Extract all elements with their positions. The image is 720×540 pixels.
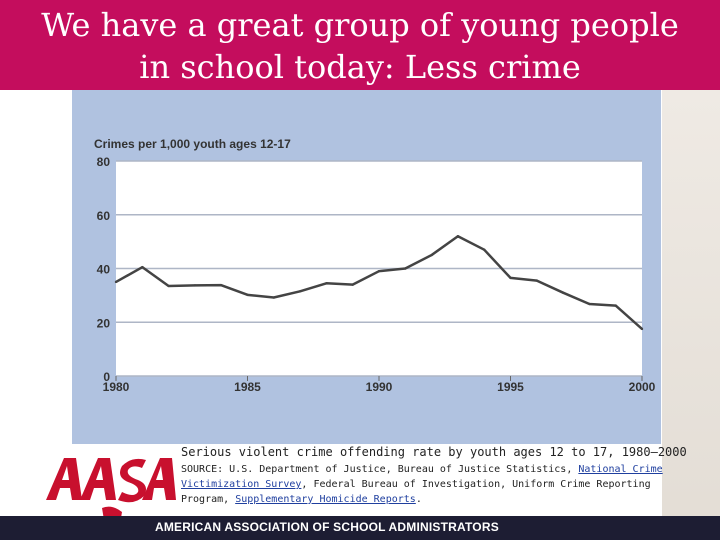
- data-point: [325, 282, 328, 285]
- data-point: [298, 290, 302, 293]
- data-point: [377, 269, 381, 273]
- y-tick-label: 40: [97, 263, 111, 277]
- data-point: [561, 291, 565, 294]
- source-note: SOURCE: U.S. Department of Justice, Bure…: [181, 462, 701, 507]
- data-point: [509, 276, 512, 280]
- y-tick-label: 0: [103, 370, 110, 384]
- chart-caption: Serious violent crime offending rate by …: [181, 445, 687, 459]
- y-tick-label: 20: [97, 316, 111, 330]
- data-point: [193, 284, 197, 287]
- source-prefix: SOURCE: U.S. Department of Justice, Bure…: [181, 464, 579, 475]
- data-point: [220, 283, 223, 287]
- footer-bar: [0, 516, 720, 540]
- y-tick-label: 80: [97, 155, 111, 169]
- data-point: [483, 248, 486, 251]
- x-tick-label: 2000: [629, 380, 656, 394]
- shr-link[interactable]: Supplementary Homicide Reports: [235, 494, 416, 505]
- x-tick-label: 1980: [103, 380, 130, 394]
- x-tick-label: 1985: [234, 380, 261, 394]
- data-point: [588, 302, 591, 306]
- data-point: [246, 293, 249, 297]
- data-point: [640, 327, 644, 331]
- ncvs-link[interactable]: National Crime Victimization Survey: [181, 464, 663, 490]
- footer-org-name: AMERICAN ASSOCIATION OF SCHOOL ADMINISTR…: [155, 520, 499, 534]
- title-banner: We have a great group of young people in…: [0, 0, 720, 90]
- background-strip: [662, 90, 720, 540]
- slide-title-line-2: in school today: Less crime: [139, 48, 581, 86]
- source-suffix: .: [415, 494, 422, 505]
- data-point: [456, 235, 460, 238]
- data-point: [535, 279, 538, 282]
- y-tick-label: 60: [97, 209, 111, 223]
- data-point: [351, 283, 354, 286]
- data-point: [272, 296, 275, 299]
- y-axis-label: Crimes per 1,000 youth ages 12-17: [94, 137, 291, 151]
- data-point: [404, 267, 407, 270]
- data-point: [614, 304, 617, 307]
- line-chart: Crimes per 1,000 youth ages 12-17 0 20 40 6…: [94, 137, 656, 394]
- data-point: [141, 265, 144, 269]
- source-middle: , Federal Bureau of Investigation, Unifo…: [181, 479, 651, 505]
- slide-title-line-1: We have a great group of young people: [41, 6, 679, 44]
- data-point: [114, 280, 118, 284]
- chart-panel: Crimes per 1,000 youth ages 12-17 0 20 40 6…: [72, 90, 661, 444]
- x-tick-label: 1995: [497, 380, 524, 394]
- x-tick-label: 1990: [366, 380, 393, 394]
- slide-title: We have a great group of young people in…: [0, 4, 720, 88]
- data-point: [430, 253, 433, 257]
- data-point: [167, 284, 170, 288]
- aasa-logo: [46, 458, 176, 524]
